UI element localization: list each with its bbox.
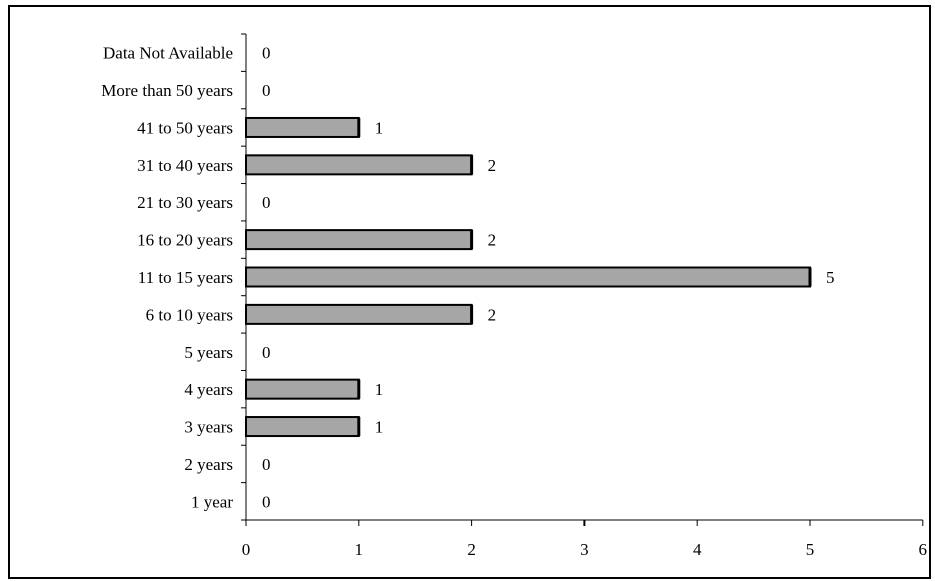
data-label: 0 bbox=[262, 492, 271, 511]
x-tick-label: 2 bbox=[467, 540, 476, 559]
category-label: More than 50 years bbox=[101, 81, 233, 100]
bar bbox=[245, 154, 473, 176]
x-tick-label: 0 bbox=[242, 540, 251, 559]
data-label: 0 bbox=[262, 343, 271, 362]
bar bbox=[245, 266, 811, 288]
category-label: 31 to 40 years bbox=[137, 156, 233, 175]
category-label: Data Not Available bbox=[103, 44, 233, 63]
x-tick-label: 3 bbox=[580, 540, 589, 559]
data-label: 1 bbox=[375, 380, 384, 399]
x-tick-label: 5 bbox=[806, 540, 815, 559]
x-tick-label: 1 bbox=[355, 540, 364, 559]
category-label: 4 years bbox=[184, 380, 233, 399]
data-label: 2 bbox=[488, 156, 497, 175]
data-label: 0 bbox=[262, 193, 271, 212]
data-label: 2 bbox=[488, 231, 497, 250]
category-label: 6 to 10 years bbox=[146, 305, 233, 324]
bar bbox=[245, 416, 360, 438]
category-label: 11 to 15 years bbox=[138, 268, 233, 287]
category-label: 41 to 50 years bbox=[137, 118, 233, 137]
category-label: 21 to 30 years bbox=[137, 193, 233, 212]
bar bbox=[245, 229, 473, 251]
x-tick-label: 4 bbox=[693, 540, 702, 559]
data-label: 0 bbox=[262, 455, 271, 474]
category-label: 3 years bbox=[184, 418, 233, 437]
category-label: 1 year bbox=[191, 492, 233, 511]
data-label: 0 bbox=[262, 44, 271, 63]
bar bbox=[245, 303, 473, 325]
bar bbox=[245, 378, 360, 400]
data-label: 2 bbox=[488, 305, 497, 324]
x-tick-label: 6 bbox=[919, 540, 928, 559]
bar bbox=[245, 116, 360, 138]
category-label: 16 to 20 years bbox=[137, 231, 233, 250]
data-label: 5 bbox=[826, 268, 835, 287]
data-label: 1 bbox=[375, 418, 384, 437]
bars-layer bbox=[241, 33, 924, 526]
chart-frame: Data Not Available 0 More than 50 years 0 41… bbox=[8, 5, 931, 579]
data-label: 1 bbox=[375, 118, 384, 137]
category-label: 2 years bbox=[184, 455, 233, 474]
axes-layer bbox=[245, 34, 923, 521]
data-label: 0 bbox=[262, 81, 271, 100]
category-label: 5 years bbox=[184, 343, 233, 362]
